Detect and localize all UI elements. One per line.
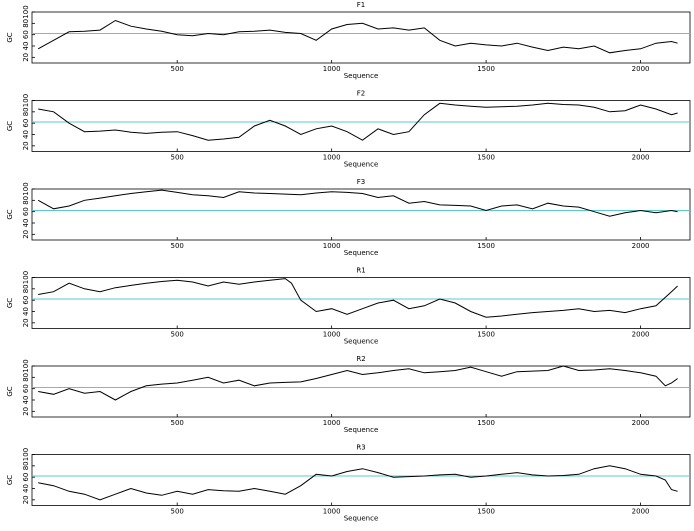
- x-tick-label: 2000: [632, 419, 650, 427]
- y-tick-label: 20: [22, 495, 30, 504]
- y-axis-label: GC: [6, 209, 14, 219]
- y-tick-label: 80: [22, 373, 30, 382]
- y-tick-label: 60: [22, 296, 30, 305]
- y-tick-label: 60: [22, 207, 30, 216]
- x-tick-label: 2000: [632, 242, 650, 250]
- y-tick-label: 100: [22, 5, 30, 18]
- y-tick-label: 80: [22, 107, 30, 116]
- gc-line: [38, 365, 678, 401]
- plot-frame: [31, 100, 691, 152]
- gc-line: [38, 102, 678, 141]
- y-axis-label: GC: [6, 32, 14, 42]
- y-tick-label: 60: [22, 384, 30, 393]
- panel-title: F1: [357, 1, 365, 9]
- y-axis-label: GC: [6, 298, 14, 308]
- y-tick-label: 40: [22, 219, 30, 228]
- x-tick-label: 500: [171, 419, 184, 427]
- y-tick-label: 100: [22, 94, 30, 107]
- y-tick-label: 100: [22, 448, 30, 461]
- y-tick-label: 100: [22, 359, 30, 372]
- panel-title: R1: [356, 267, 365, 275]
- y-tick-label: 20: [22, 141, 30, 150]
- y-tick-label: 100: [22, 182, 30, 195]
- y-tick-label: 80: [22, 461, 30, 470]
- plot-frame: [31, 188, 691, 241]
- x-tick-label: 500: [171, 331, 184, 339]
- x-tick-label: 1500: [477, 508, 495, 516]
- gc-line: [37, 19, 678, 54]
- x-tick-label: 1500: [477, 419, 495, 427]
- y-axis-label: GC: [6, 121, 14, 131]
- plot-frame: [31, 454, 691, 506]
- x-tick-label: 500: [171, 65, 184, 73]
- y-tick-label: 40: [22, 42, 30, 51]
- plot-frame: [31, 11, 691, 64]
- x-tick-label: 1000: [323, 242, 341, 250]
- x-axis-label: Sequence: [344, 161, 379, 169]
- x-tick-label: 500: [171, 242, 184, 250]
- x-tick-label: 1000: [323, 508, 341, 516]
- plot-frame: [31, 277, 691, 329]
- gc-line: [37, 189, 678, 217]
- x-tick-label: 500: [171, 508, 184, 516]
- y-tick-label: 20: [22, 407, 30, 416]
- y-tick-label: 60: [22, 119, 30, 128]
- x-tick-label: 1000: [323, 154, 341, 162]
- y-axis-label: GC: [6, 386, 14, 396]
- gc-line: [38, 278, 678, 318]
- y-axis-label: GC: [6, 475, 14, 485]
- x-tick-label: 1000: [323, 419, 341, 427]
- y-tick-label: 100: [22, 271, 30, 284]
- y-tick-label: 80: [22, 19, 30, 28]
- y-tick-label: 40: [22, 130, 30, 139]
- y-tick-label: 20: [22, 318, 30, 327]
- x-tick-label: 1500: [477, 65, 495, 73]
- y-tick-label: 20: [22, 230, 30, 239]
- x-tick-label: 1500: [477, 242, 495, 250]
- panel-title: F3: [357, 178, 365, 186]
- panel-title: R2: [356, 355, 365, 363]
- y-tick-label: 40: [22, 484, 30, 493]
- plot-frame: [31, 365, 691, 418]
- gc-line: [38, 465, 678, 501]
- x-axis-label: Sequence: [344, 426, 379, 434]
- y-tick-label: 60: [22, 30, 30, 39]
- x-axis-label: Sequence: [344, 72, 379, 80]
- y-tick-label: 60: [22, 473, 30, 482]
- y-tick-label: 40: [22, 396, 30, 405]
- x-tick-label: 1000: [323, 65, 341, 73]
- x-tick-label: 2000: [632, 331, 650, 339]
- x-tick-label: 2000: [632, 508, 650, 516]
- x-axis-label: Sequence: [344, 338, 379, 346]
- x-tick-label: 1000: [323, 331, 341, 339]
- x-tick-label: 2000: [632, 154, 650, 162]
- y-tick-label: 80: [22, 196, 30, 205]
- x-tick-label: 1500: [477, 154, 495, 162]
- y-tick-label: 80: [22, 284, 30, 293]
- y-tick-label: 20: [22, 53, 30, 62]
- panel-title: F2: [357, 90, 365, 98]
- panel-title: R3: [356, 444, 365, 452]
- x-tick-label: 1500: [477, 331, 495, 339]
- x-axis-label: Sequence: [344, 515, 379, 523]
- x-tick-label: 500: [171, 154, 184, 162]
- y-tick-label: 40: [22, 307, 30, 316]
- x-tick-label: 2000: [632, 65, 650, 73]
- x-axis-label: Sequence: [344, 249, 379, 257]
